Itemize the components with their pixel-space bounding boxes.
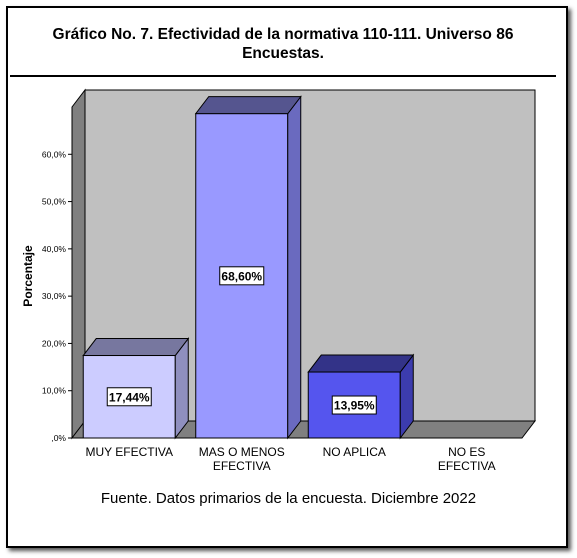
- y-tick-label: 60,0%: [42, 149, 67, 159]
- bars-group: 17,44% 68,60% 13,95%: [82, 95, 415, 440]
- data-label: 13,95%: [334, 399, 375, 413]
- bar: 17,44%: [82, 337, 190, 440]
- data-label-box: [219, 266, 265, 286]
- x-tick-label: MAS O MENOS EFECTIVA: [199, 445, 285, 473]
- x-tick-label-line: EFECTIVA: [438, 459, 496, 473]
- y-axis: ,0% 10,0% 20,0% 30,0% 40,0% 50,0% 60,0%: [42, 107, 73, 443]
- y-tick-label: 50,0%: [42, 197, 67, 207]
- y-tick-label: ,0%: [51, 433, 66, 443]
- bar: 13,95%: [307, 353, 415, 440]
- data-label: 17,44%: [109, 390, 150, 404]
- bar-top: [82, 338, 190, 357]
- y-tick-label: 30,0%: [42, 291, 67, 301]
- y-axis-label: Porcentaje: [21, 245, 35, 307]
- bar-top: [194, 96, 302, 115]
- chart-title-box: Gráfico No. 7. Efectividad de la normati…: [10, 13, 556, 77]
- data-label-box: [106, 387, 152, 407]
- x-tick-label: NO APLICA: [323, 445, 386, 459]
- chart-title: Gráfico No. 7. Efectividad de la normati…: [52, 26, 514, 62]
- x-tick-label-line: NO ES: [448, 445, 485, 459]
- x-tick-label-line: EFECTIVA: [213, 459, 271, 473]
- data-label: 68,60%: [221, 269, 262, 283]
- bar-side: [287, 95, 302, 440]
- y-tick-label: 20,0%: [42, 338, 67, 348]
- bar-top: [307, 354, 415, 373]
- x-tick-label-line: MAS O MENOS: [199, 445, 285, 459]
- x-tick-label: MUY EFECTIVA: [85, 445, 173, 459]
- x-tick-label-line: MUY EFECTIVA: [85, 445, 173, 459]
- bar: 68,60%: [194, 95, 302, 440]
- y-tick-label: 40,0%: [42, 244, 67, 254]
- x-tick-label-line: NO APLICA: [323, 445, 386, 459]
- source-note: Fuente. Datos primarios de la encuesta. …: [100, 490, 477, 507]
- y-tick-label: 10,0%: [42, 386, 67, 396]
- data-label-box: [331, 395, 377, 415]
- x-tick-label: NO ES EFECTIVA: [438, 445, 496, 473]
